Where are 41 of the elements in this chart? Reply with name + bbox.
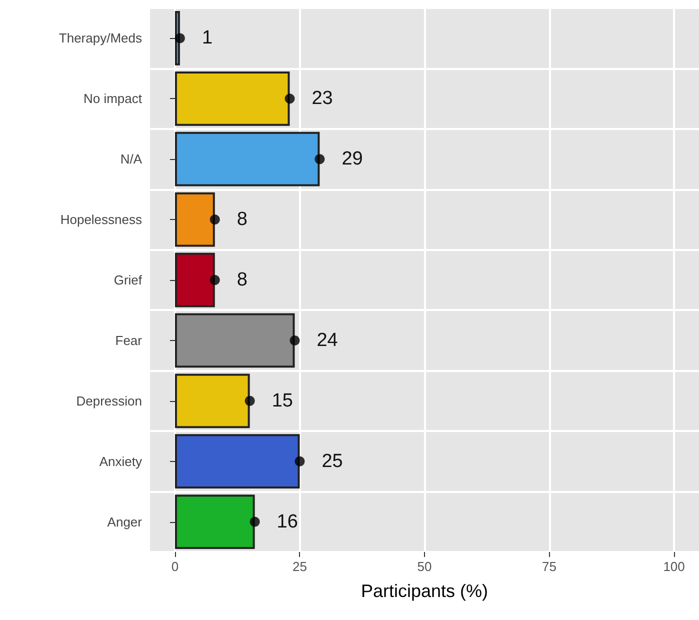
data-label: 29 [342,148,363,170]
y-tick-label: Anxiety [99,454,142,469]
point [294,456,305,466]
y-tick-label: Anger [107,514,143,530]
y-tick-label: Fear [115,332,143,348]
point [174,33,185,44]
y-tick-label: Depression [76,393,142,408]
point [210,214,220,225]
x-tick-label: 0 [171,559,179,574]
data-label: 1 [202,28,213,49]
bar [174,494,255,549]
data-label: 8 [236,270,248,290]
data-label: 16 [276,511,298,532]
y-tick-label: N/A [120,152,142,167]
bar [174,434,300,489]
bar [174,132,320,186]
x-tick-label: 75 [542,559,557,574]
x-axis-title: Participants (%) [360,581,488,601]
bar [174,252,215,308]
point [290,335,300,346]
bar [174,313,295,368]
x-tick-label: 25 [292,559,307,574]
data-label: 23 [312,88,333,110]
y-tick-label: Hopelessness [60,212,142,228]
y-tick-label: Grief [114,272,142,288]
bar [174,374,250,428]
y-tick-label: Therapy/Meds [58,30,142,46]
bar [174,71,290,126]
point [284,94,295,104]
x-tick-label: 50 [417,559,432,574]
point [250,516,260,527]
x-tick-label: 100 [663,559,685,574]
data-label: 24 [316,330,338,351]
point [314,154,325,164]
point [210,275,220,285]
bar [174,192,215,247]
data-label: 15 [272,390,293,412]
point [244,396,255,406]
y-tick-label: No impact [83,91,142,106]
data-label: 25 [322,450,343,472]
data-label: 8 [236,209,248,230]
